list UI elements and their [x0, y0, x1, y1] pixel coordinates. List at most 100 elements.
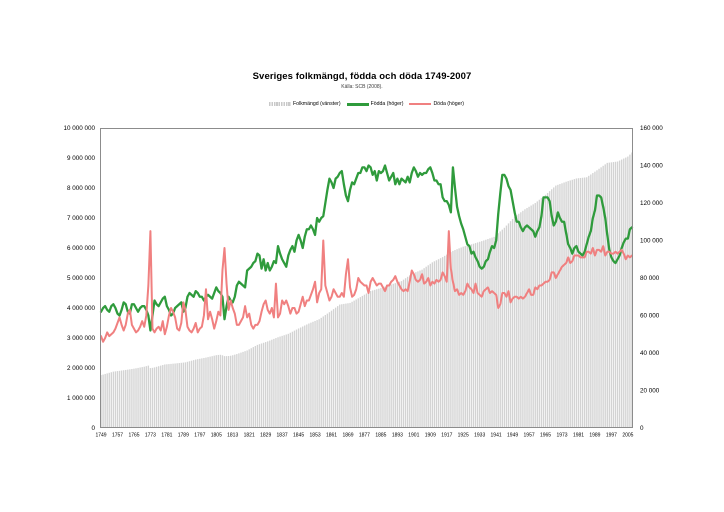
population-bar: [295, 329, 298, 428]
population-bar: [100, 375, 102, 428]
population-bar: [573, 179, 576, 428]
population-bar: [353, 300, 355, 428]
population-bar: [608, 162, 611, 428]
population-bar: [324, 315, 327, 428]
x-axis-tick-label: 1805: [211, 433, 222, 439]
population-bar: [209, 356, 211, 428]
population-bar: [479, 241, 481, 428]
population-bar: [511, 218, 514, 428]
population-bar: [466, 245, 469, 428]
population-bar: [398, 281, 401, 428]
population-bar: [567, 181, 569, 428]
population-bar: [277, 337, 279, 428]
population-bar: [203, 357, 205, 428]
population-bar: [260, 343, 263, 428]
x-axis-tick-label: 1925: [458, 433, 469, 439]
population-bar: [441, 257, 444, 428]
population-bar: [553, 187, 555, 428]
x-axis-tick-label: 2005: [622, 433, 633, 439]
population-bar: [108, 372, 110, 428]
x-axis-tick-label: 1773: [145, 433, 156, 439]
y-axis-right-tick-label: 160 000: [640, 125, 663, 132]
population-bar: [182, 362, 185, 428]
population-bar: [433, 261, 436, 428]
population-bar: [460, 247, 462, 428]
population-bar: [242, 351, 244, 428]
population-bar: [588, 175, 590, 428]
population-bar: [359, 297, 362, 428]
population-bar: [528, 206, 530, 428]
y-axis-left-tick-label: 7 000 000: [67, 215, 96, 222]
population-bar: [386, 285, 388, 428]
x-axis-tick-label: 1917: [441, 433, 452, 439]
y-axis-right-tick-label: 140 000: [640, 163, 663, 170]
population-bar: [131, 368, 133, 428]
population-bar: [254, 345, 257, 428]
population-bar: [339, 304, 341, 428]
population-bar: [275, 338, 277, 428]
x-axis-tick-label: 1973: [556, 433, 567, 439]
population-bar: [629, 154, 631, 429]
population-bar: [456, 249, 458, 428]
population-bar: [271, 339, 273, 428]
population-bar: [174, 363, 176, 428]
x-axis-tick-label: 1965: [540, 433, 551, 439]
population-bar: [291, 331, 294, 428]
line-series-swatch-icon: [346, 102, 369, 106]
y-axis-right-tick-label: 20 000: [640, 388, 660, 395]
births-line: [99, 164, 634, 332]
population-bar: [435, 260, 438, 428]
population-bar: [404, 278, 407, 428]
population-bar: [112, 371, 115, 428]
population-bar: [374, 289, 376, 428]
population-bar: [330, 310, 333, 428]
population-bar: [341, 304, 343, 428]
population-bar: [402, 279, 405, 428]
x-axis-tick-label: 1861: [326, 433, 337, 439]
population-bar: [279, 336, 281, 428]
population-bar: [470, 244, 473, 428]
population-bar: [489, 238, 491, 428]
y-axis-left-tick-label: 9 000 000: [67, 155, 96, 162]
y-axis-left-tick-label: 4 000 000: [67, 305, 96, 312]
population-bar: [320, 317, 322, 428]
population-bar: [227, 356, 230, 428]
legend-label: Födda (höger): [370, 101, 404, 107]
population-bar: [464, 246, 466, 428]
population-bar: [308, 323, 310, 428]
population-bar: [575, 178, 578, 428]
population-bar: [509, 221, 512, 428]
population-bar: [184, 362, 187, 428]
legend-label: Döda (höger): [433, 101, 465, 107]
legend-item-folkmangd: Folkmängd (vänster): [268, 101, 341, 107]
y-axis-right-tick-label: 80 000: [640, 275, 660, 282]
x-axis-tick-label: 1885: [375, 433, 386, 439]
population-bar: [168, 364, 170, 428]
population-bar: [166, 364, 168, 428]
population-bar: [205, 357, 207, 428]
population-bar: [102, 374, 104, 428]
population-bar: [106, 373, 108, 428]
population-bar: [520, 212, 522, 428]
population-bar: [400, 281, 403, 428]
population-bar: [413, 273, 415, 428]
population-bar: [192, 360, 195, 428]
y-axis-right-tick-label: 100 000: [640, 238, 663, 245]
population-bar: [199, 358, 201, 428]
population-bar: [491, 237, 493, 428]
deaths-line: [100, 230, 633, 343]
population-bar: [180, 362, 182, 428]
population-bar: [178, 363, 180, 428]
population-bar: [369, 291, 372, 428]
population-bar: [345, 303, 347, 428]
population-bar: [207, 357, 209, 428]
population-bar: [293, 330, 296, 428]
population-bar: [269, 340, 271, 428]
population-bar: [581, 177, 584, 428]
x-axis-tick-label: 1837: [277, 433, 288, 439]
population-bar: [551, 189, 553, 428]
plot-border: [100, 128, 633, 428]
population-bar: [483, 240, 485, 428]
population-bar: [444, 255, 446, 428]
x-axis-tick-label: 1893: [392, 433, 403, 439]
